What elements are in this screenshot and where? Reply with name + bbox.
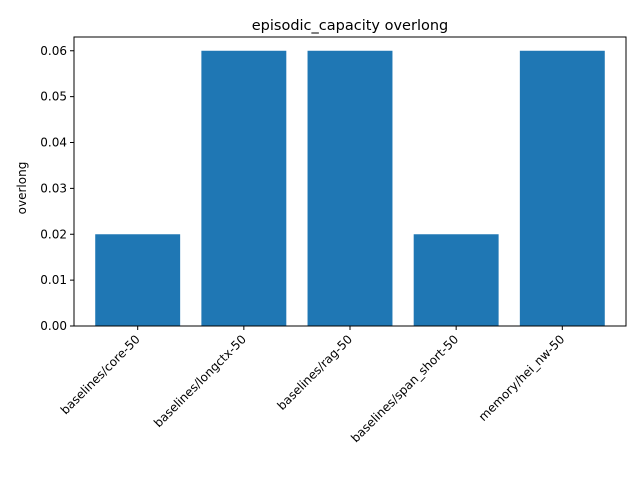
bars-group (95, 50, 605, 327)
bar-3 (413, 234, 499, 326)
y-tick-label-1: 0.01 (40, 273, 67, 287)
x-tick-label-1: baselines/longctx-50 (151, 332, 249, 430)
bar-2 (307, 50, 393, 327)
plot-frame (73, 36, 627, 327)
y-tick-label-5: 0.05 (40, 90, 67, 104)
bar-0 (95, 234, 181, 326)
x-ticks-group: baselines/core-50 baselines/longctx-50 bas… (58, 326, 568, 445)
bar-4 (519, 50, 605, 327)
y-tick-label-0: 0.00 (40, 319, 67, 333)
x-tick-label-0: baselines/core-50 (58, 332, 143, 417)
x-tick-label-4: memory/hei_nw-50 (476, 332, 568, 424)
y-tick-label-4: 0.04 (40, 136, 67, 150)
x-tick-label-2: baselines/rag-50 (274, 332, 355, 413)
y-ticks-group: 0.00 0.01 0.02 0.03 0.04 0.05 0.06 (40, 44, 74, 333)
chart-title: episodic_capacity overlong (252, 18, 449, 34)
y-tick-label-3: 0.03 (40, 181, 67, 195)
y-tick-label-6: 0.06 (40, 44, 67, 58)
y-axis-label: overlong (15, 162, 29, 215)
bar-1 (201, 50, 287, 327)
y-tick-label-2: 0.02 (40, 227, 67, 241)
x-tick-label-3: baselines/span_short-50 (348, 332, 461, 445)
